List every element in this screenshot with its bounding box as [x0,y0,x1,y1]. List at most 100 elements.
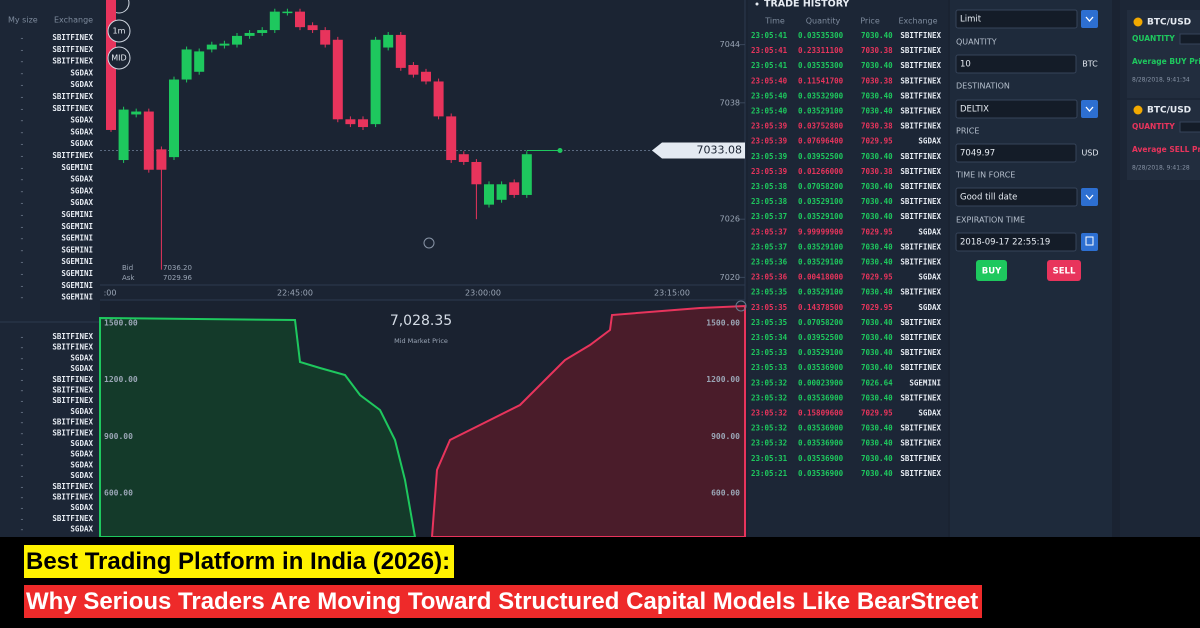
trade-time: 23:05:31 [751,454,788,463]
quantity-input[interactable] [1179,33,1200,45]
form-field[interactable] [955,54,1077,74]
trade-price: 7030.40 [861,61,893,70]
time-label: 23:15:00 [654,289,690,298]
size-cell: - [21,234,24,243]
trade-time: 23:05:32 [751,378,787,387]
size-cell: - [21,175,24,184]
exchange-cell: SGDAX [70,525,93,534]
form-value: Good till date [960,193,1017,203]
toolbar-button[interactable] [107,46,131,70]
exchange-cell: SGDAX [70,364,93,373]
mid-price: 7,028.35 [390,313,452,329]
trade-time: 23:05:32 [751,409,787,418]
trade-quantity: 0.03529100 [798,348,844,357]
trade-exchange: SGEMINI [909,378,941,387]
exchange-cell: SGEMINI [61,293,93,302]
dropdown-button[interactable] [1081,188,1098,206]
form-field[interactable] [955,99,1078,119]
trade-price: 7030.40 [861,107,893,116]
size-cell: - [21,472,24,481]
candle-body [370,39,381,125]
trade-time: 23:05:39 [751,137,788,146]
trade-time: 23:05:33 [751,348,788,357]
trade-exchange: SBITFINEX [900,258,941,267]
depth-level: 600.00 [104,489,133,498]
exchange-cell: SBITFINEX [52,104,93,113]
trade-price: 7030.40 [861,212,893,221]
trade-exchange: SBITFINEX [900,122,941,131]
trade-time: 23:05:32 [751,439,787,448]
order-pair: BTC/USD [1147,106,1191,116]
candle-body [244,32,255,36]
candle-body [509,182,520,195]
time-label: :00 [104,289,117,298]
candle-body [295,11,305,28]
toolbar-label: MID [111,54,126,63]
last-price-label: 7033.08 [697,144,743,157]
form-field[interactable] [955,187,1078,207]
trade-price: 7030.40 [861,333,893,342]
bid-ask-value: 7036.20 [163,264,192,272]
trade-quantity: 0.11541700 [798,76,844,85]
buy-button[interactable] [976,260,1007,281]
trade-time: 23:05:35 [751,303,787,312]
coin-icon [1133,17,1143,27]
trade-time: 23:05:38 [751,182,788,191]
form-field[interactable] [955,9,1078,29]
size-cell: - [21,163,24,172]
dropdown-button[interactable] [1081,100,1098,118]
candle-body [118,109,129,161]
trade-price: 7030.40 [861,424,893,433]
form-field[interactable] [955,232,1077,252]
trade-price: 7026.64 [861,378,893,387]
exchange-cell: SGEMINI [61,245,93,254]
form-field[interactable] [955,143,1077,163]
candle-body [269,11,280,31]
sell-button[interactable] [1047,260,1081,281]
dropdown-arrow [1085,194,1094,200]
size-cell: - [21,222,24,231]
size-cell: - [21,450,24,459]
size-cell: - [21,418,24,427]
size-cell: - [21,128,24,137]
exchange-cell: SBITFINEX [52,45,93,54]
close-button[interactable] [735,300,747,312]
trade-exchange: SBITFINEX [900,91,941,100]
trade-header: Time [764,17,785,26]
trade-quantity: 0.00023900 [798,378,844,387]
candle-body [181,49,192,80]
form-value: Limit [960,15,982,25]
dropdown-button[interactable] [1081,10,1098,28]
exchange-cell: SBITFINEX [52,57,93,66]
bid-ask-label: Ask [122,274,135,282]
trade-exchange: SBITFINEX [900,288,941,297]
crosshair [423,237,435,249]
depth-level: 1500.00 [104,319,138,328]
title-bullet [755,2,759,6]
trade-time: 23:05:40 [751,76,788,85]
order-average: Average BUY Pri [1132,57,1200,66]
trade-time: 23:05:21 [751,469,788,478]
trade-time: 23:05:41 [751,31,788,40]
size-cell: - [21,93,24,102]
calendar-button[interactable] [1081,233,1098,251]
trade-quantity: 0.03536900 [798,363,844,372]
size-cell: - [21,333,24,342]
toolbar-button[interactable] [107,19,131,43]
trade-exchange: SBITFINEX [900,454,941,463]
candle-body [332,39,343,120]
trade-time: 23:05:34 [751,333,788,342]
dropdown-arrow [1085,16,1094,22]
depth-level: 1500.00 [706,319,740,328]
trade-exchange: SGDAX [918,137,941,146]
trade-exchange: SBITFINEX [900,363,941,372]
candle-body [232,35,242,45]
trade-exchange: SBITFINEX [900,212,941,221]
quantity-input[interactable] [1179,121,1200,133]
size-cell: - [21,152,24,161]
y-tick-label: 7020 [720,273,740,282]
size-cell: - [21,140,24,149]
coin-icon [1133,105,1143,115]
candle-body [156,149,167,170]
